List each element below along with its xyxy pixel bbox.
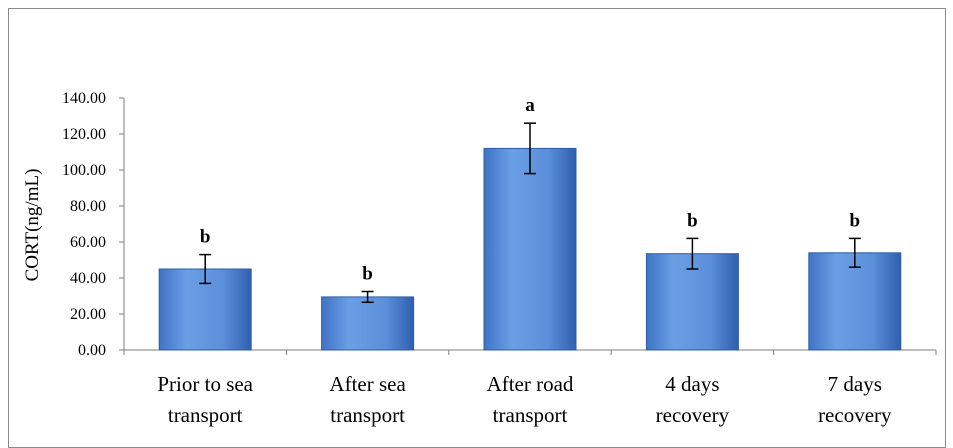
- y-tick-label: 20.00: [70, 306, 106, 323]
- x-category-label: recovery: [656, 403, 730, 427]
- significance-label: b: [687, 210, 698, 231]
- y-tick-label: 0.00: [78, 342, 106, 359]
- y-axis-title: CORT(ng/mL): [22, 169, 43, 282]
- y-tick-label: 60.00: [70, 234, 106, 251]
- y-tick-label: 80.00: [70, 198, 106, 215]
- significance-label: b: [362, 264, 373, 285]
- bar: [321, 296, 415, 351]
- x-category-label: After road: [487, 372, 574, 396]
- x-category-label: transport: [493, 403, 568, 427]
- significance-label: b: [200, 227, 211, 248]
- x-category-label: After sea: [329, 372, 406, 396]
- plot-area: 0.00 20.00 40.00 60.00 80.00 100.00 120.00 140.…: [62, 90, 937, 427]
- y-tick-label: 140.00: [62, 90, 106, 107]
- y-tick-label: 120.00: [62, 126, 106, 143]
- x-category-label: recovery: [818, 403, 892, 427]
- significance-label: a: [525, 95, 535, 116]
- bar: [483, 147, 577, 351]
- bar-chart: CORT(ng/mL) 0.00 20.00 40.00 60.00 80.00 100.…: [22, 90, 937, 427]
- x-category-label: 7 days: [828, 372, 882, 396]
- y-tick-label: 100.00: [62, 162, 106, 179]
- x-category-label: transport: [330, 403, 405, 427]
- x-category-label: transport: [168, 403, 243, 427]
- x-category-label: Prior to sea: [157, 372, 253, 396]
- x-category-label: 4 days: [665, 372, 719, 396]
- chart-frame: [8, 8, 946, 448]
- y-tick-label: 40.00: [70, 270, 106, 287]
- significance-label: b: [850, 210, 861, 231]
